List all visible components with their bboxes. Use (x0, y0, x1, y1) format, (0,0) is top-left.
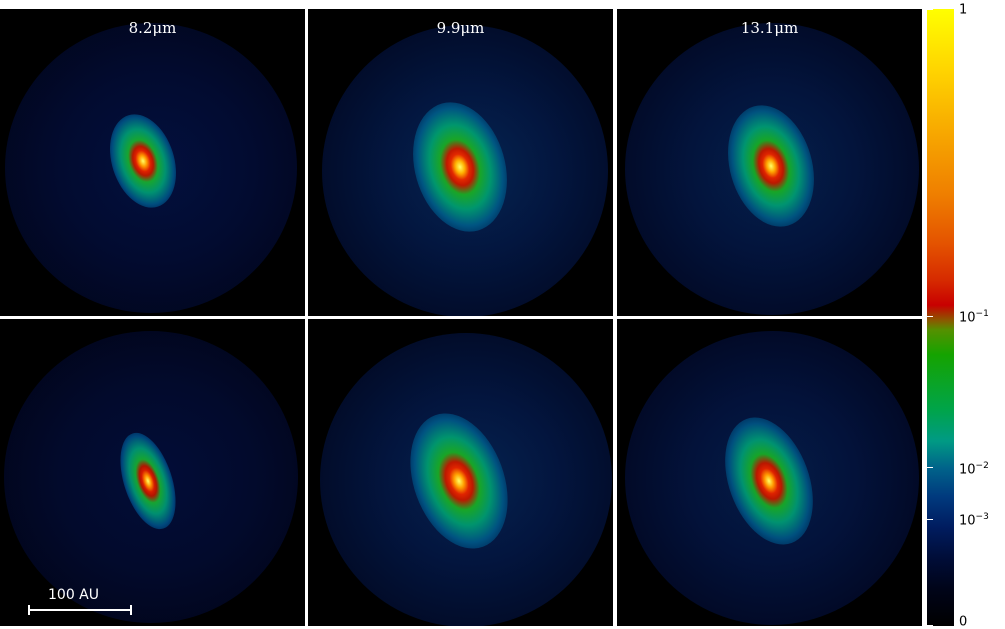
panel-top-10um: 9.9μm (308, 9, 613, 316)
colorbar-label: 1 (959, 2, 968, 18)
colorbar-label: 10−2 (959, 461, 989, 478)
panel-bottom-8um: 100 AU (0, 319, 305, 626)
wavelength-label: 13.1μm (740, 19, 799, 37)
colorbar-tick (927, 316, 933, 317)
colorbar-tick (927, 467, 933, 468)
colorbar-tick (927, 625, 933, 626)
scale-bar-label: 100 AU (48, 587, 99, 603)
scale-bar-tick-left (28, 605, 30, 615)
colorbar-tick (927, 519, 933, 520)
panel-top-13um: 13.1μm (617, 9, 922, 316)
colorbar (927, 9, 954, 626)
colorbar-tick (927, 9, 933, 10)
panel-top-8um: 8.2μm (0, 9, 305, 316)
wavelength-label: 8.2μm (128, 19, 177, 37)
scale-bar (28, 605, 132, 615)
wavelength-label: 9.9μm (436, 19, 485, 37)
image-grid: 8.2μm 9.9μm 13.1μm 100 AU (0, 9, 923, 626)
scale-bar-tick-right (130, 605, 132, 615)
panel-bottom-10um (308, 319, 613, 626)
colorbar-label: 10−3 (959, 512, 989, 529)
colorbar-label: 0 (959, 614, 968, 629)
colorbar-label: 10−1 (959, 309, 989, 326)
scale-bar-line (28, 609, 132, 611)
panel-bottom-13um (617, 319, 922, 626)
